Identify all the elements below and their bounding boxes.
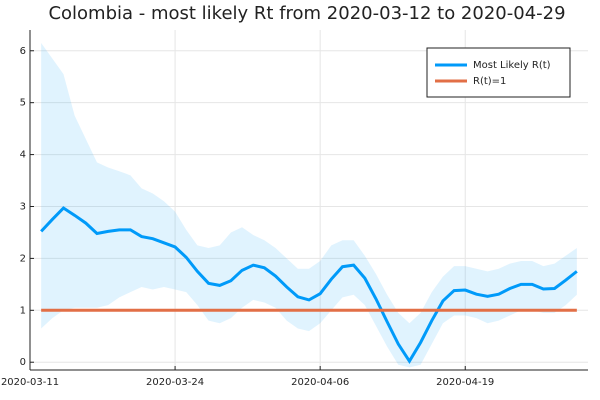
- y-tick-label: 5: [20, 98, 26, 109]
- legend-box: [426, 47, 571, 98]
- y-tick-label: 4: [20, 150, 26, 161]
- x-tick-label: 2020-04-06: [291, 377, 349, 388]
- confidence-band: [41, 42, 577, 368]
- y-tick-label: 3: [20, 201, 26, 212]
- legend-label: R(t)=1: [473, 76, 506, 87]
- x-tick-label: 2020-03-11: [1, 377, 59, 388]
- y-tick-label: 2: [20, 253, 26, 264]
- x-tick-label: 2020-03-24: [146, 377, 204, 388]
- chart-title: Colombia - most likely Rt from 2020-03-1…: [48, 3, 565, 24]
- legend-label: Most Likely R(t): [473, 60, 551, 71]
- x-tick-label: 2020-04-19: [436, 377, 494, 388]
- y-tick-label: 1: [20, 305, 26, 316]
- y-tick-label: 0: [20, 357, 26, 368]
- y-tick-label: 6: [20, 46, 26, 57]
- series-line: [40, 206, 578, 365]
